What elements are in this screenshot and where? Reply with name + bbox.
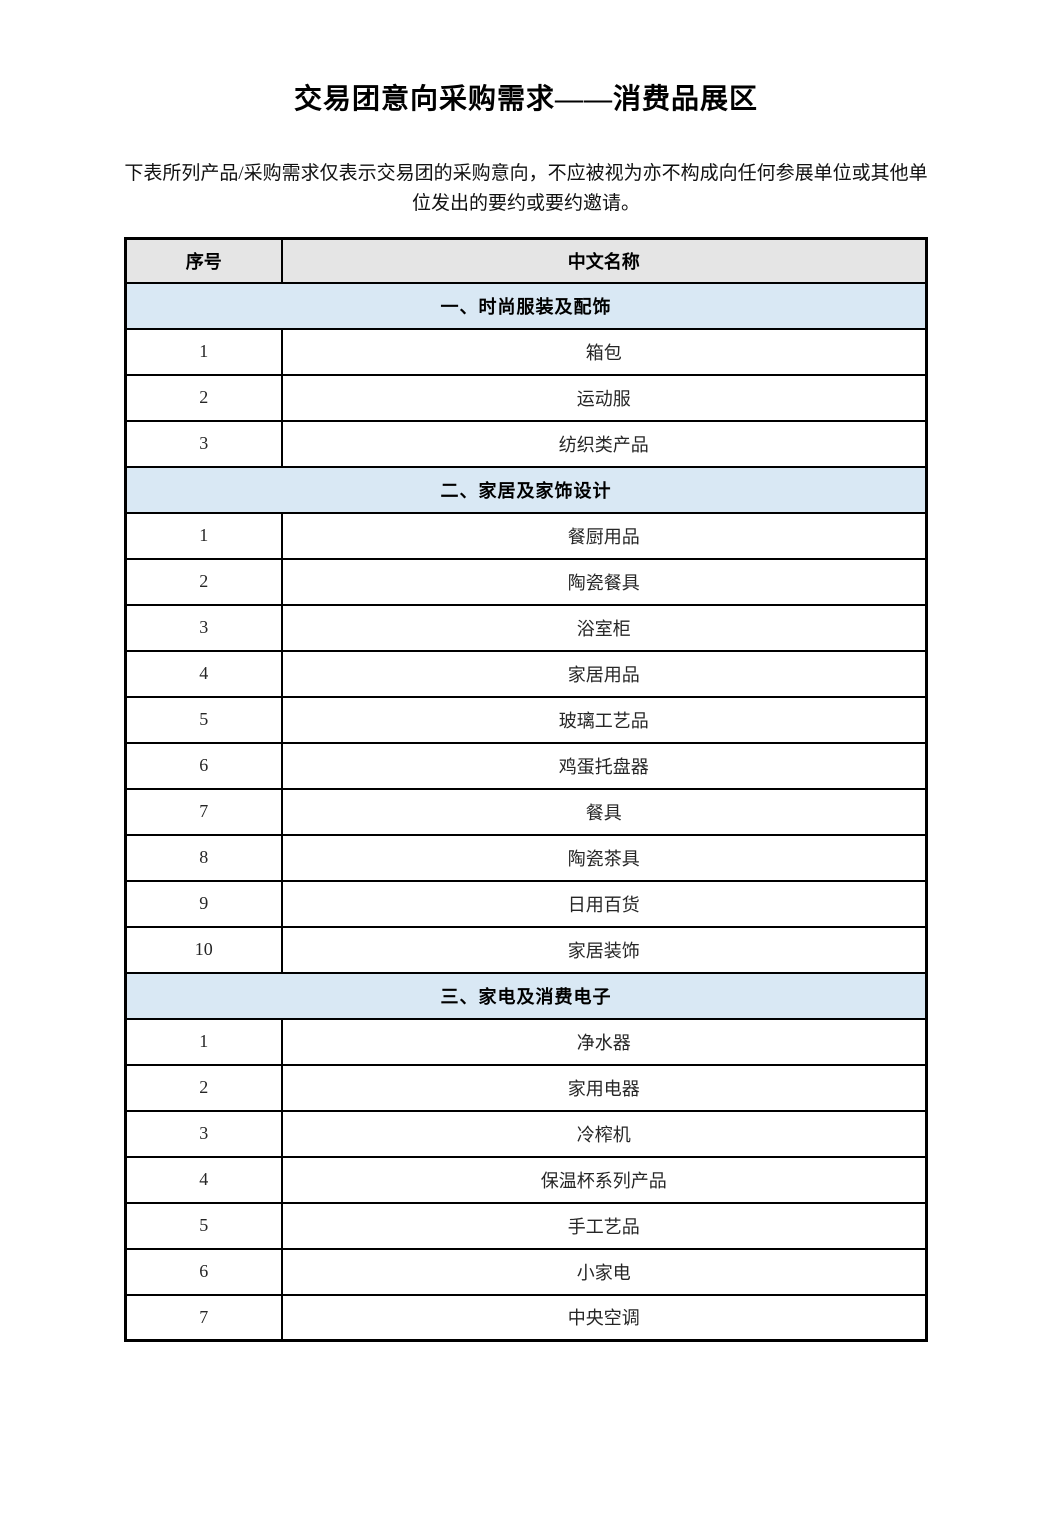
item-name-cell: 日用百货 bbox=[280, 879, 928, 928]
section-title: 三、家电及消费电子 bbox=[124, 971, 928, 1020]
item-name-cell: 家用电器 bbox=[280, 1063, 928, 1112]
page-title: 交易团意向采购需求——消费品展区 bbox=[293, 84, 758, 115]
table-header: 序号 中文名称 bbox=[124, 237, 928, 284]
table-row: 3 浴室柜 bbox=[124, 603, 928, 652]
row-index-cell: 2 bbox=[124, 557, 283, 606]
row-index-cell: 3 bbox=[124, 603, 283, 652]
table-header-row: 序号 中文名称 bbox=[124, 237, 928, 284]
table-row: 8 陶瓷茶具 bbox=[124, 833, 928, 882]
row-index-cell: 4 bbox=[124, 1155, 283, 1204]
column-header-name: 中文名称 bbox=[280, 237, 928, 284]
section-header-row: 三、家电及消费电子 bbox=[124, 971, 928, 1020]
item-name-cell: 冷榨机 bbox=[280, 1109, 928, 1158]
row-index-cell: 7 bbox=[124, 1293, 283, 1342]
row-index-cell: 10 bbox=[124, 925, 283, 974]
table-row: 7 中央空调 bbox=[124, 1293, 928, 1342]
item-name-cell: 餐具 bbox=[280, 787, 928, 836]
item-name-cell: 净水器 bbox=[280, 1017, 928, 1066]
table-row: 3 纺织类产品 bbox=[124, 419, 928, 468]
item-name-cell: 中央空调 bbox=[280, 1293, 928, 1342]
column-header-index: 序号 bbox=[124, 237, 283, 284]
item-name-cell: 运动服 bbox=[280, 373, 928, 422]
section-title: 一、时尚服装及配饰 bbox=[124, 281, 928, 330]
row-index-cell: 2 bbox=[124, 1063, 283, 1112]
table-row: 4 保温杯系列产品 bbox=[124, 1155, 928, 1204]
row-index-cell: 1 bbox=[124, 327, 283, 376]
item-name-cell: 陶瓷茶具 bbox=[280, 833, 928, 882]
table-row: 5 手工艺品 bbox=[124, 1201, 928, 1250]
item-name-cell: 玻璃工艺品 bbox=[280, 695, 928, 744]
row-index-cell: 5 bbox=[124, 695, 283, 744]
table-row: 5 玻璃工艺品 bbox=[124, 695, 928, 744]
procurement-table: 序号 中文名称 一、时尚服装及配饰 1 箱包 2 运动服 3 纺织类产品 二、家居及家饰设计 1… bbox=[124, 237, 928, 1343]
section-header-row: 二、家居及家饰设计 bbox=[124, 465, 928, 514]
section-title: 二、家居及家饰设计 bbox=[124, 465, 928, 514]
table-row: 1 餐厨用品 bbox=[124, 511, 928, 560]
item-name-cell: 小家电 bbox=[280, 1247, 928, 1296]
item-name-cell: 浴室柜 bbox=[280, 603, 928, 652]
row-index-cell: 4 bbox=[124, 649, 283, 698]
table-row: 10 家居装饰 bbox=[124, 925, 928, 974]
item-name-cell: 保温杯系列产品 bbox=[280, 1155, 928, 1204]
table-row: 3 冷榨机 bbox=[124, 1109, 928, 1158]
row-index-cell: 1 bbox=[124, 1017, 283, 1066]
table-row: 4 家居用品 bbox=[124, 649, 928, 698]
section-header-row: 一、时尚服装及配饰 bbox=[124, 281, 928, 330]
row-index-cell: 3 bbox=[124, 419, 283, 468]
item-name-cell: 箱包 bbox=[280, 327, 928, 376]
table-row: 9 日用百货 bbox=[124, 879, 928, 928]
table-row: 7 餐具 bbox=[124, 787, 928, 836]
procurement-table-body: 一、时尚服装及配饰 1 箱包 2 运动服 3 纺织类产品 二、家居及家饰设计 1 餐厨用品 2 陶瓷餐… bbox=[124, 281, 928, 1342]
row-index-cell: 3 bbox=[124, 1109, 283, 1158]
document-page: 交易团意向采购需求——消费品展区 下表所列产品/采购需求仅表示交易团的采购意向，… bbox=[0, 82, 1052, 1540]
item-name-cell: 陶瓷餐具 bbox=[280, 557, 928, 606]
table-row: 2 家用电器 bbox=[124, 1063, 928, 1112]
row-index-cell: 5 bbox=[124, 1201, 283, 1250]
table-row: 1 净水器 bbox=[124, 1017, 928, 1066]
table-row: 2 陶瓷餐具 bbox=[124, 557, 928, 606]
table-row: 6 小家电 bbox=[124, 1247, 928, 1296]
item-name-cell: 家居用品 bbox=[280, 649, 928, 698]
row-index-cell: 2 bbox=[124, 373, 283, 422]
table-row: 1 箱包 bbox=[124, 327, 928, 376]
disclaimer-text: 下表所列产品/采购需求仅表示交易团的采购意向，不应被视为亦不构成向任何参展单位或… bbox=[124, 163, 928, 215]
row-index-cell: 8 bbox=[124, 833, 283, 882]
row-index-cell: 6 bbox=[124, 741, 283, 790]
table-row: 6 鸡蛋托盘器 bbox=[124, 741, 928, 790]
item-name-cell: 家居装饰 bbox=[280, 925, 928, 974]
item-name-cell: 餐厨用品 bbox=[280, 511, 928, 560]
row-index-cell: 7 bbox=[124, 787, 283, 836]
row-index-cell: 6 bbox=[124, 1247, 283, 1296]
row-index-cell: 1 bbox=[124, 511, 283, 560]
item-name-cell: 鸡蛋托盘器 bbox=[280, 741, 928, 790]
table-row: 2 运动服 bbox=[124, 373, 928, 422]
item-name-cell: 手工艺品 bbox=[280, 1201, 928, 1250]
item-name-cell: 纺织类产品 bbox=[280, 419, 928, 468]
row-index-cell: 9 bbox=[124, 879, 283, 928]
